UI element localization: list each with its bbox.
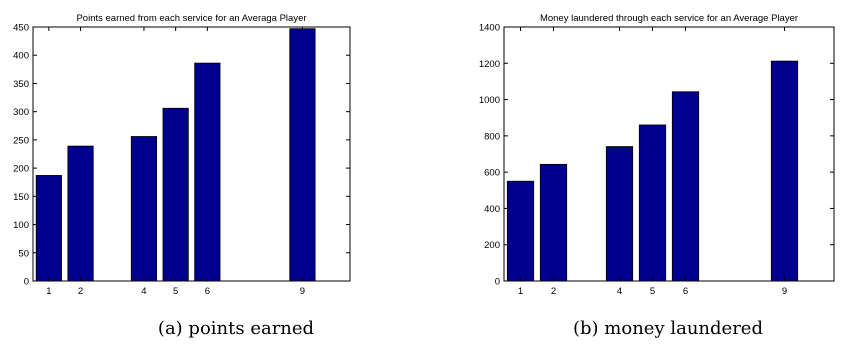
x-tick-label: 1 bbox=[518, 286, 523, 297]
x-tick-label: 9 bbox=[782, 286, 787, 297]
y-tick-label: 800 bbox=[484, 131, 500, 142]
y-tick-label: 400 bbox=[484, 204, 500, 215]
y-tick-label: 300 bbox=[13, 107, 29, 118]
y-tick-label: 50 bbox=[18, 248, 29, 259]
caption-money-laundered: (b) money laundered bbox=[573, 318, 763, 339]
y-tick-label: 250 bbox=[13, 135, 29, 146]
y-tick-label: 200 bbox=[13, 164, 29, 175]
bar-9 bbox=[289, 28, 316, 282]
y-tick-label: 200 bbox=[484, 240, 500, 251]
bar-2 bbox=[67, 145, 94, 282]
y-tick-label: 0 bbox=[24, 277, 29, 288]
y-tick-label: 100 bbox=[13, 220, 29, 231]
y-tick-label: 0 bbox=[495, 277, 500, 288]
bar-4 bbox=[130, 136, 158, 282]
bar-4 bbox=[605, 146, 634, 282]
y-tick-label: 450 bbox=[13, 23, 29, 34]
x-tick-label: 5 bbox=[173, 286, 178, 297]
bar-2 bbox=[539, 163, 568, 282]
bar-9 bbox=[770, 60, 799, 282]
chart-title: Points earned from each service for an A… bbox=[76, 13, 306, 24]
chart-points-earned: Points earned from each service for an A… bbox=[13, 13, 351, 297]
x-tick-label: 6 bbox=[205, 286, 210, 297]
y-tick-label: 400 bbox=[13, 51, 29, 62]
y-tick-label: 150 bbox=[13, 192, 29, 203]
x-tick-label: 9 bbox=[300, 286, 305, 297]
bar-1 bbox=[35, 175, 62, 282]
y-tick-label: 1200 bbox=[479, 59, 500, 70]
x-tick-label: 2 bbox=[551, 286, 556, 297]
bar-6 bbox=[671, 91, 700, 282]
bar-5 bbox=[162, 107, 189, 282]
bar-1 bbox=[506, 180, 535, 282]
y-tick-label: 350 bbox=[13, 79, 29, 90]
y-tick-label: 1000 bbox=[479, 95, 500, 106]
x-tick-label: 5 bbox=[650, 286, 655, 297]
bar-5 bbox=[638, 124, 667, 282]
chart-title: Money laundered through each service for… bbox=[540, 13, 798, 24]
x-tick-label: 2 bbox=[78, 286, 83, 297]
x-tick-label: 6 bbox=[683, 286, 688, 297]
x-tick-label: 4 bbox=[141, 286, 146, 297]
x-tick-label: 4 bbox=[617, 286, 622, 297]
chart-money-laundered: Money laundered through each service for… bbox=[479, 13, 835, 297]
caption-points-earned: (a) points earned bbox=[157, 318, 315, 339]
y-tick-label: 1400 bbox=[479, 23, 500, 34]
y-tick-label: 600 bbox=[484, 168, 500, 179]
x-tick-label: 1 bbox=[46, 286, 51, 297]
bar-6 bbox=[194, 62, 221, 282]
